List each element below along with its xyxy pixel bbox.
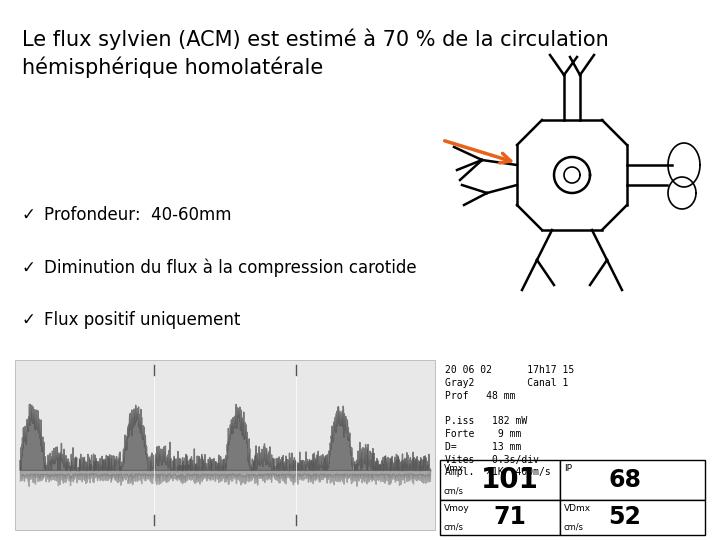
- FancyBboxPatch shape: [560, 500, 705, 535]
- FancyBboxPatch shape: [440, 460, 560, 500]
- Text: ✓: ✓: [22, 206, 36, 224]
- Text: cm/s: cm/s: [444, 522, 464, 531]
- Text: ✓: ✓: [22, 311, 36, 329]
- Text: cm/s: cm/s: [564, 522, 584, 531]
- Text: 71: 71: [494, 505, 526, 530]
- Text: Le flux sylvien (ACM) est estimé à 70 % de la circulation
hémisphérique homolaté: Le flux sylvien (ACM) est estimé à 70 % …: [22, 28, 608, 78]
- Text: ✓: ✓: [22, 259, 36, 277]
- Text: VDmx: VDmx: [564, 504, 591, 513]
- Text: Profondeur:  40-60mm: Profondeur: 40-60mm: [44, 206, 232, 224]
- Text: 68: 68: [608, 468, 642, 492]
- Text: 20 06 02      17h17 15
Gray2         Canal 1
Prof   48 mm

P.iss   182 mW
Forte : 20 06 02 17h17 15 Gray2 Canal 1 Prof 48 …: [445, 365, 575, 477]
- Text: Flux positif uniquement: Flux positif uniquement: [44, 311, 240, 329]
- Text: Vmoy: Vmoy: [444, 504, 469, 513]
- Text: 52: 52: [608, 505, 642, 530]
- FancyBboxPatch shape: [440, 500, 560, 535]
- Text: 101: 101: [481, 466, 539, 494]
- Text: IP: IP: [564, 464, 572, 473]
- Text: Diminution du flux à la compression carotide: Diminution du flux à la compression caro…: [44, 259, 417, 277]
- Text: cm/s: cm/s: [444, 487, 464, 496]
- FancyBboxPatch shape: [15, 360, 435, 530]
- FancyBboxPatch shape: [560, 460, 705, 500]
- Text: Vmx: Vmx: [444, 464, 464, 473]
